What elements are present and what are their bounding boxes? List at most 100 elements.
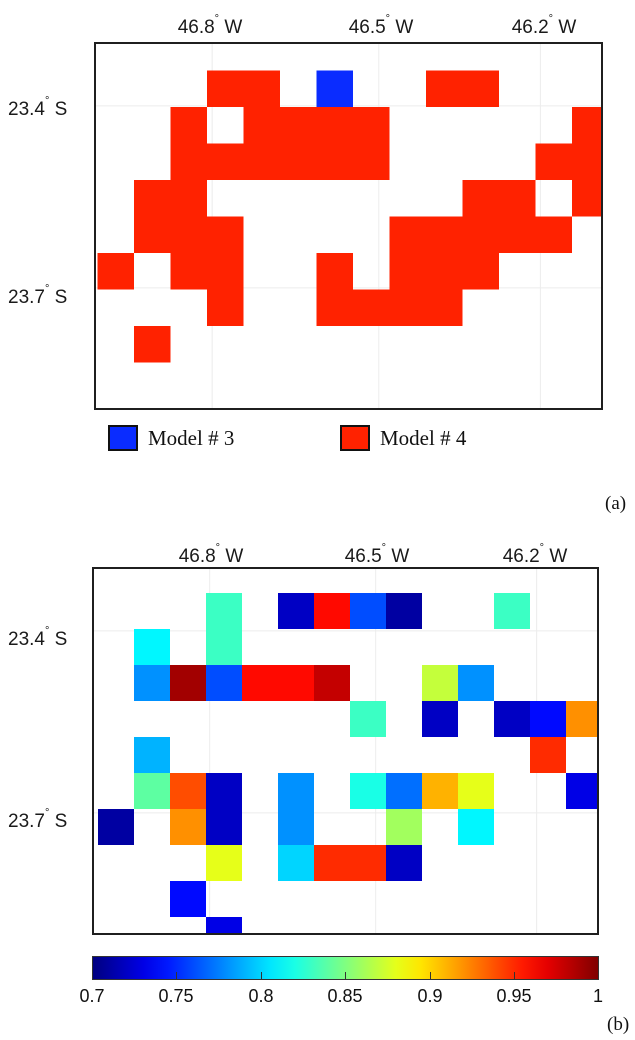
lon-label-46.8-b: 46.8° W [178,542,244,567]
colorbar-tick-0.9: 0.9 [417,986,443,1006]
grid-cell-value [206,809,242,845]
grid-cell-model-4 [207,143,244,180]
grid-cell-value [350,593,386,629]
grid-cell-model-4 [572,180,601,217]
grid-cell-value [530,737,566,773]
grid-cell-model-4 [134,326,171,363]
grid-cell-value [134,629,170,665]
grid-cell-model-4 [170,107,207,144]
grid-cell-value [98,809,134,845]
colorbar-tickmark-3 [345,972,346,980]
grid-cell-model-4 [535,216,572,253]
lon-label-46.2-a: 46.2° W [511,13,577,38]
grid-cell-value [134,665,170,701]
lon-label-46.5-a: 46.5° W [348,13,414,38]
colorbar-tickmark-6 [598,972,599,980]
grid-cell-model-4 [316,143,353,180]
grid-cell-model-4 [462,70,499,107]
grid-cell-value [170,665,206,701]
grid-cell-value [206,845,242,881]
grid-cell-value [566,701,597,737]
grid-cell-model-4 [572,143,601,180]
grid-cell-value [314,845,350,881]
panel-tag-a: (a) [605,493,627,514]
grid-cell-value [170,773,206,809]
colorbar-tickmark-0 [92,972,93,980]
grid-cell-model-4 [426,216,463,253]
grid-cell-value [386,845,422,881]
grid-cell-model-4 [170,216,207,253]
grid-cell-model-4 [389,289,426,326]
legend-item-model-4: Model # 4 [340,425,466,451]
grid-cell-model-4 [316,253,353,290]
grid-cell-value [314,593,350,629]
colorbar-tickmark-2 [261,972,262,980]
colorbar-tickmark-4 [430,972,431,980]
grid-cell-model-4 [426,253,463,290]
legend-swatch-model-4 [340,425,370,451]
grid-cell-value [566,773,597,809]
legend-label-model-4: Model # 4 [380,425,467,450]
colorbar-tick-1: 1 [592,986,604,1006]
grid-cell-value [170,881,206,917]
grid-cell-value [422,773,458,809]
grid-cell-model-4 [499,216,536,253]
grid-cell-value [422,701,458,737]
grid-cell-model-4 [134,180,171,217]
grid-cell-model-4 [535,143,572,180]
colorbar-tick-0.75: 0.75 [158,986,194,1006]
map-panel-b [92,567,599,935]
grid-cell-value [494,593,530,629]
grid-cell-value [206,917,242,933]
grid-cell-model-4 [243,107,280,144]
grid-cell-value [422,665,458,701]
grid-cell-value [170,809,206,845]
grid-cell-value [458,773,494,809]
lon-label-46.2-b: 46.2° W [502,542,568,567]
grid-cell-model-4 [134,216,171,253]
grid-cell-value [242,665,278,701]
grid-cell-model-4 [316,289,353,326]
grid-cell-value [350,773,386,809]
grid-cell-model-4 [207,253,244,290]
grid-cell-value [458,809,494,845]
grid-cell-value [314,665,350,701]
grid-cell-model-4 [170,180,207,217]
grid-cell-value [278,773,314,809]
map-panel-a [94,42,603,410]
grid-cell-model-4 [280,107,317,144]
grid-cell-value [134,737,170,773]
grid-cell-model-4 [462,253,499,290]
grid-cell-model-4 [316,107,353,144]
colorbar-tick-0.85: 0.85 [327,986,363,1006]
lon-label-46.8-a: 46.8° W [177,13,243,38]
legend-item-model-3: Model # 3 [108,425,234,451]
legend-swatch-model-3 [108,425,138,451]
grid-cell-value [206,629,242,665]
grid-cell-model-4 [170,253,207,290]
grid-cell-model-4 [462,180,499,217]
grid-cell-model-4 [243,143,280,180]
grid-cell-model-4 [207,70,244,107]
grid-cell-value [458,665,494,701]
grid-cell-model-4 [426,70,463,107]
colorbar-tickmark-5 [514,972,515,980]
grid-cell-model-4 [280,143,317,180]
grid-cell-model-4 [389,216,426,253]
colorbar-tick-0.8: 0.8 [248,986,274,1006]
grid-cell-value [278,809,314,845]
colorbar-tick-0.95: 0.95 [496,986,532,1006]
grid-cell-model-4 [243,70,280,107]
grid-cell-value [278,665,314,701]
grid-cell-model-4 [389,253,426,290]
grid-cell-model-4 [499,180,536,217]
grid-cell-value [386,809,422,845]
grid-cell-model-4 [97,253,134,290]
grid-cell-value [350,701,386,737]
grid-cell-model-4 [353,107,390,144]
grid-cell-value [350,845,386,881]
grid-cell-model-4 [572,107,601,144]
grid-cell-value [530,701,566,737]
grid-cell-value [386,773,422,809]
map-b-cells [94,569,597,933]
